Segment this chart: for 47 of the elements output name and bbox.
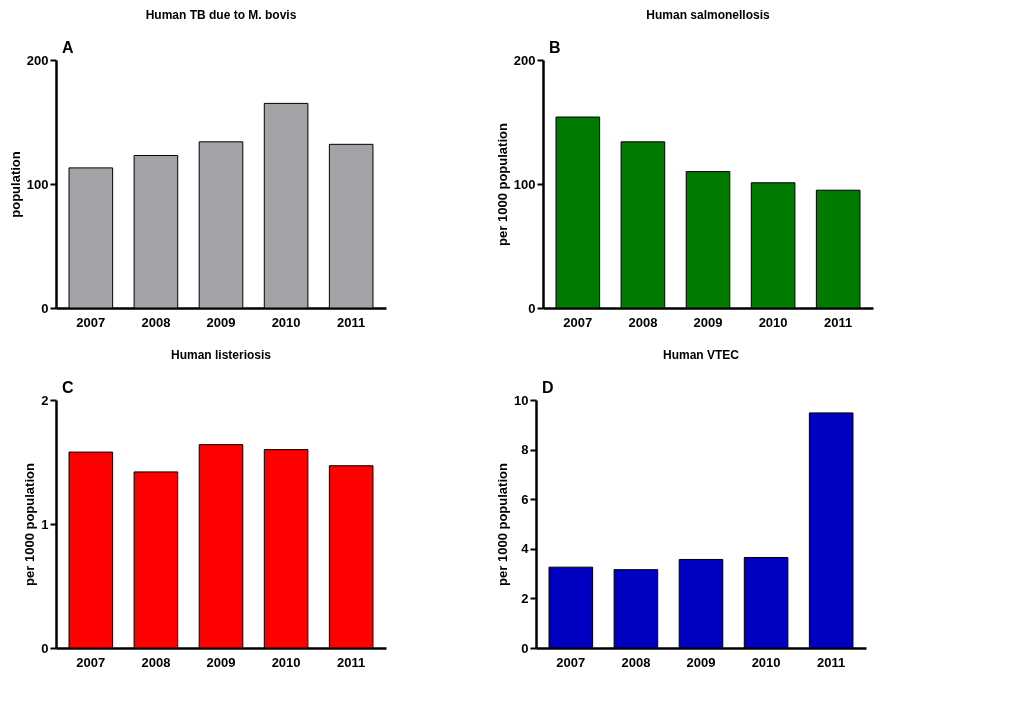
x-tick-label: 2008 <box>628 314 658 330</box>
x-tick-label: 2010 <box>271 654 301 670</box>
text: C <box>62 379 74 396</box>
y-tick-label: 100 <box>513 176 536 192</box>
x-tick-label: 2010 <box>271 314 301 330</box>
x-tick-label: 2010 <box>751 654 781 670</box>
x-tick-label: 2011 <box>817 654 846 670</box>
y-tick-label: 2 <box>41 392 49 408</box>
chart-title: Human salmonellosis <box>646 8 771 22</box>
chart-title: Human TB due to M. bovis <box>145 8 297 22</box>
y-axis-title: per 1000 population <box>494 123 510 246</box>
x-tick-label: 2008 <box>141 654 171 670</box>
x-tick-label: 2007 <box>563 314 593 330</box>
x-tick-label: 2007 <box>76 654 106 670</box>
y-tick-label: 0 <box>528 300 536 316</box>
y-axis-title: per 1000 population <box>495 463 511 586</box>
text: B <box>549 39 561 56</box>
x-tick-label: 2009 <box>206 314 236 330</box>
y-tick-label: 0 <box>41 300 49 316</box>
text: D <box>542 379 554 396</box>
text: A <box>62 39 74 56</box>
y-tick-label: 4 <box>521 541 530 557</box>
y-tick-label: 10 <box>514 392 529 408</box>
y-tick-label: 0 <box>41 640 49 656</box>
y-tick-label: 2 <box>521 590 529 606</box>
x-tick-label: 2009 <box>686 654 716 670</box>
x-tick-label: 2007 <box>556 654 586 670</box>
y-tick-label: 200 <box>26 52 49 68</box>
y-tick-label: 200 <box>513 52 536 68</box>
x-tick-label: 2008 <box>621 654 651 670</box>
y-tick-label: 100 <box>26 176 49 192</box>
x-tick-label: 2011 <box>337 314 366 330</box>
y-tick-label: 1 <box>41 516 49 532</box>
y-tick-label: 6 <box>521 491 529 507</box>
x-tick-label: 2009 <box>693 314 723 330</box>
chart-title: Human VTEC <box>662 348 740 362</box>
y-tick-label: 8 <box>521 442 529 458</box>
x-tick-label: 2007 <box>76 314 106 330</box>
x-tick-label: 2008 <box>141 314 171 330</box>
y-tick-label: 0 <box>521 640 529 656</box>
x-tick-label: 2011 <box>337 654 366 670</box>
y-axis-title: per 1000 population <box>22 463 38 586</box>
x-tick-label: 2011 <box>824 314 853 330</box>
chart-title: Human listeriosis <box>170 348 272 362</box>
y-axis-title: population <box>7 151 23 218</box>
x-tick-label: 2010 <box>758 314 788 330</box>
x-tick-label: 2009 <box>206 654 236 670</box>
